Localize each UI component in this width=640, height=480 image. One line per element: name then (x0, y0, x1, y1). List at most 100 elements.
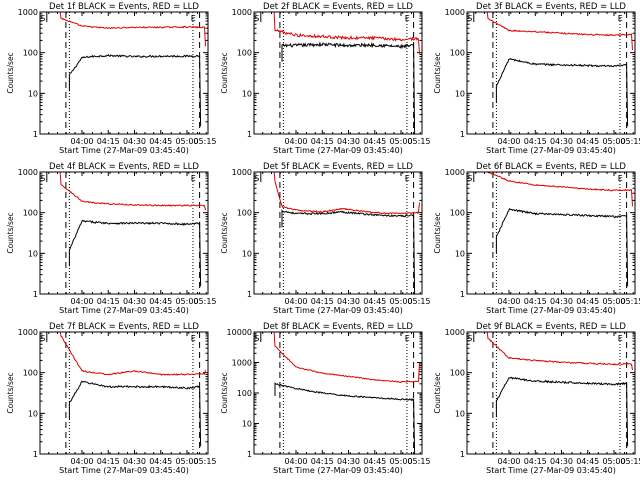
y-tick-label: 1000 (445, 168, 465, 177)
plot-frame (253, 11, 423, 135)
panel-title: Det 3f BLACK = Events, RED = LLD (476, 2, 626, 12)
plot-frame (466, 171, 636, 295)
x-tick-label: 04:45 (363, 457, 386, 466)
x-tick-label: 05:00 (602, 137, 625, 146)
y-tick-label: 10 (242, 89, 252, 98)
events-rate-line (68, 53, 202, 127)
x-tick-label: 04:45 (363, 137, 386, 146)
x-axis-label: Start Time (27-Mar-09 03:45:40) (59, 306, 189, 315)
y-axis-label: Counts/sec (433, 372, 442, 413)
panel-title: Det 9f BLACK = Events, RED = LLD (476, 322, 626, 332)
end-marker: E (405, 174, 410, 183)
plot-frame (39, 171, 209, 295)
y-tick-label: 10 (242, 420, 252, 429)
panel-title: Det 8f BLACK = Events, RED = LLD (263, 322, 413, 332)
end-marker: E (618, 334, 623, 343)
x-axis-label: Start Time (27-Mar-09 03:45:40) (59, 146, 189, 155)
x-tick-label: 04:00 (497, 457, 520, 466)
events-rate-line (495, 57, 629, 127)
y-tick-label: 1000 (18, 328, 38, 337)
x-tick-label: 04:30 (123, 457, 146, 466)
x-tick-label: 04:00 (70, 297, 93, 306)
y-tick-label: 1 (33, 130, 38, 139)
plot-panel-4: Det 4f BLACK = Events, RED = LLD Counts/s… (6, 162, 217, 315)
lld-rate-line (273, 12, 420, 54)
y-axis-label: Counts/sec (220, 52, 229, 93)
plot-panel-5: Det 5f BLACK = Events, RED = LLD Counts/s… (220, 162, 431, 315)
lld-rate-line (486, 332, 633, 371)
plot-panel-9: Det 9f BLACK = Events, RED = LLD Counts/s… (433, 322, 640, 475)
x-tick-label: 04:00 (284, 137, 307, 146)
x-tick-label: 05:15 (193, 137, 216, 146)
x-tick-label: 05:00 (389, 137, 412, 146)
y-tick-label: 1000 (232, 8, 252, 17)
y-tick-label: 100 (237, 389, 252, 398)
x-tick-label: 05:15 (407, 137, 430, 146)
lld-rate-line (59, 172, 206, 211)
x-tick-label: 04:15 (97, 457, 120, 466)
start-marker: S (467, 14, 472, 23)
x-tick-label: 04:15 (311, 457, 334, 466)
x-tick-label: 04:00 (497, 297, 520, 306)
plot-frame (253, 171, 423, 295)
start-marker: S (254, 334, 259, 343)
y-tick-label: 100 (450, 369, 465, 378)
y-tick-label: 100 (237, 209, 252, 218)
events-rate-line (281, 41, 416, 134)
y-tick-label: 10000 (227, 328, 252, 337)
lld-rate-line (487, 172, 633, 207)
plot-frame (253, 331, 423, 455)
x-tick-label: 05:15 (193, 457, 216, 466)
x-axis-label: Start Time (27-Mar-09 03:45:40) (486, 146, 616, 155)
y-axis-label: Counts/sec (220, 372, 229, 413)
panel-title: Det 5f BLACK = Events, RED = LLD (263, 162, 413, 172)
y-tick-label: 1 (247, 290, 252, 299)
y-axis-label: Counts/sec (6, 212, 15, 253)
x-tick-label: 04:15 (524, 457, 547, 466)
x-tick-label: 05:15 (193, 297, 216, 306)
panel-title: Det 7f BLACK = Events, RED = LLD (49, 322, 199, 332)
x-tick-label: 04:00 (284, 297, 307, 306)
x-tick-label: 04:15 (97, 137, 120, 146)
start-marker: S (254, 174, 259, 183)
x-tick-label: 04:30 (337, 137, 360, 146)
y-tick-label: 1 (460, 450, 465, 459)
end-marker: E (405, 334, 410, 343)
lld-rate-line (59, 12, 206, 47)
y-tick-label: 10 (28, 89, 38, 98)
lld-rate-line (59, 332, 206, 376)
x-tick-label: 04:00 (284, 457, 307, 466)
x-tick-label: 05:15 (620, 137, 640, 146)
y-tick-label: 1000 (445, 328, 465, 337)
x-axis-label: Start Time (27-Mar-09 03:45:40) (59, 466, 189, 475)
x-tick-label: 04:45 (149, 297, 172, 306)
y-tick-label: 10 (455, 89, 465, 98)
panel-title: Det 1f BLACK = Events, RED = LLD (49, 2, 199, 12)
x-tick-label: 04:15 (524, 137, 547, 146)
x-tick-label: 04:15 (524, 297, 547, 306)
x-tick-label: 04:30 (550, 457, 573, 466)
plot-frame (39, 331, 209, 455)
panel-title: Det 2f BLACK = Events, RED = LLD (263, 2, 413, 12)
x-tick-label: 04:00 (70, 137, 93, 146)
events-rate-line (68, 380, 202, 447)
y-tick-label: 1000 (18, 8, 38, 17)
panel-title: Det 6f BLACK = Events, RED = LLD (476, 162, 626, 172)
y-tick-label: 100 (237, 49, 252, 58)
end-marker: E (618, 174, 623, 183)
y-tick-label: 1000 (232, 359, 252, 368)
x-axis-label: Start Time (27-Mar-09 03:45:40) (273, 466, 403, 475)
plot-panel-3: Det 3f BLACK = Events, RED = LLD Counts/s… (433, 2, 640, 155)
x-tick-label: 04:45 (576, 137, 599, 146)
x-axis-label: Start Time (27-Mar-09 03:45:40) (486, 306, 616, 315)
x-tick-label: 04:30 (337, 457, 360, 466)
y-tick-label: 10 (28, 249, 38, 258)
x-tick-label: 04:00 (497, 137, 520, 146)
x-tick-label: 04:30 (337, 297, 360, 306)
plot-frame (466, 11, 636, 135)
x-tick-label: 05:15 (620, 297, 640, 306)
y-tick-label: 1 (460, 130, 465, 139)
x-tick-label: 04:45 (149, 137, 172, 146)
x-tick-label: 05:00 (175, 457, 198, 466)
